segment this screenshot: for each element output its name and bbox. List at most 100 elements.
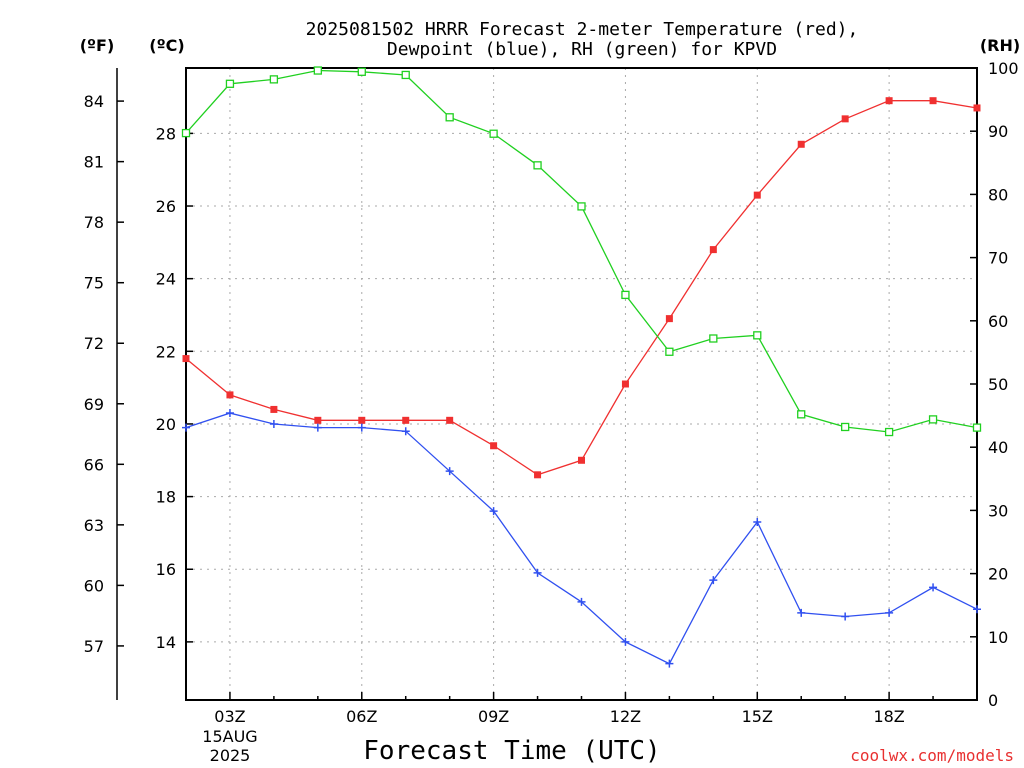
rh-tick-label: 60	[988, 312, 1008, 331]
series-point-0	[402, 416, 410, 424]
rh-unit-label: (RH)	[980, 36, 1020, 55]
x-tick-label: 03Z	[214, 707, 245, 726]
series-point-1	[225, 409, 234, 418]
series-point-0	[270, 405, 278, 413]
rh-tick-label: 40	[988, 438, 1008, 457]
series-point-0	[226, 391, 234, 399]
series-point-2	[753, 331, 762, 340]
rh-tick-label: 30	[988, 501, 1008, 520]
series-point-0	[446, 416, 454, 424]
x-axis-title: Forecast Time (UTC)	[363, 736, 660, 766]
series-point-0	[929, 97, 937, 105]
series-point-0	[709, 246, 717, 254]
series-point-0	[797, 140, 805, 148]
series-point-1	[313, 423, 322, 432]
series-point-0	[973, 104, 981, 112]
fahrenheit-tick-label: 60	[84, 576, 104, 595]
series-point-2	[797, 410, 806, 419]
series-point-1	[885, 608, 894, 617]
series-point-1	[357, 423, 366, 432]
fahrenheit-tick-label: 75	[84, 274, 104, 293]
rh-tick-label: 70	[988, 249, 1008, 268]
series-point-1	[269, 419, 278, 428]
series-point-2	[269, 75, 279, 84]
series-point-0	[182, 355, 190, 363]
series-point-2	[489, 129, 498, 138]
series-line-2	[185, 69, 978, 433]
series-point-1	[445, 467, 454, 476]
fahrenheit-tick-label: 81	[84, 153, 104, 172]
series-point-2	[533, 161, 542, 170]
chart-title-line-1: 2025081502 HRRR Forecast 2-meter Tempera…	[306, 19, 859, 40]
fahrenheit-tick-label: 63	[84, 516, 104, 535]
series-point-2	[665, 347, 674, 356]
celsius-tick-label: 24	[156, 270, 176, 289]
celsius-tick-label: 28	[156, 124, 176, 143]
series-point-1	[182, 423, 190, 432]
celsius-tick-label: 16	[156, 560, 176, 579]
rh-tick-label: 50	[988, 375, 1008, 394]
series-point-1	[401, 427, 410, 436]
series-point-0	[753, 191, 761, 199]
series-point-0	[358, 416, 366, 424]
series-point-1	[841, 612, 850, 621]
series-point-0	[578, 456, 585, 464]
x-tick-group: 03Z 06Z 09Z 12Z 15Z 18Z	[185, 692, 978, 726]
celsius-tick-label: 20	[156, 415, 176, 434]
series-point-1	[621, 637, 630, 646]
celsius-tick-label: 22	[156, 342, 176, 361]
series-point-0	[841, 115, 849, 123]
date-label-day-month: 15AUG	[202, 727, 257, 746]
series-point-2	[225, 79, 235, 88]
celsius-unit-label: (ºC)	[149, 36, 184, 55]
rh-tick-label: 20	[988, 565, 1008, 584]
celsius-tick-label: 26	[156, 197, 176, 216]
series-point-2	[841, 422, 850, 432]
rh-tick-label: 10	[988, 628, 1008, 647]
x-tick-label: 09Z	[478, 707, 509, 726]
credit-text: coolwx.com/models	[850, 746, 1014, 765]
rh-tick-label: 0	[988, 691, 998, 710]
series-line-0	[185, 100, 978, 476]
rh-tick-label: 90	[988, 122, 1008, 141]
series-point-2	[401, 70, 410, 80]
series-point-2	[313, 66, 322, 75]
fahrenheit-unit-label: (ºF)	[80, 36, 115, 55]
series-point-0	[534, 471, 542, 479]
series-point-2	[928, 415, 938, 424]
series-point-1	[489, 507, 498, 516]
series-point-0	[490, 442, 498, 450]
series-point-1	[533, 568, 542, 577]
chart-title-line-2: Dewpoint (blue), RH (green) for KPVD	[387, 39, 777, 60]
rh-tick-label: 80	[988, 185, 1008, 204]
series-point-2	[884, 427, 894, 437]
series-point-1	[665, 659, 674, 668]
series-point-1	[753, 518, 762, 527]
celsius-tick-group: 14 16 18 20 22 24 26 28	[156, 124, 193, 652]
series-point-1	[709, 576, 718, 585]
series-point-2	[709, 334, 718, 343]
series-line-1	[185, 412, 978, 665]
rh-tick-label: 100	[988, 59, 1019, 78]
series-point-2	[357, 67, 366, 76]
series-layer	[181, 66, 982, 668]
fahrenheit-tick-group: 57 60 63 66 69 72 75 78 81 84	[84, 92, 124, 656]
series-point-2	[577, 202, 586, 211]
fahrenheit-tick-label: 57	[84, 637, 104, 656]
date-label-year: 2025	[210, 746, 251, 765]
series-point-0	[621, 380, 629, 388]
celsius-tick-label: 14	[156, 633, 176, 652]
series-point-2	[972, 423, 982, 432]
fahrenheit-tick-label: 66	[84, 455, 104, 474]
fahrenheit-tick-label: 84	[84, 92, 104, 111]
rh-tick-group: 0 10 20 30 40 50 60 70 80 90 100	[970, 59, 1019, 710]
x-tick-label: 06Z	[346, 707, 377, 726]
series-point-1	[577, 597, 586, 606]
series-point-2	[621, 290, 630, 300]
fahrenheit-tick-label: 72	[84, 334, 104, 353]
series-point-1	[929, 583, 938, 592]
x-tick-label: 15Z	[742, 707, 773, 726]
series-point-0	[314, 416, 322, 424]
series-point-2	[181, 128, 191, 138]
